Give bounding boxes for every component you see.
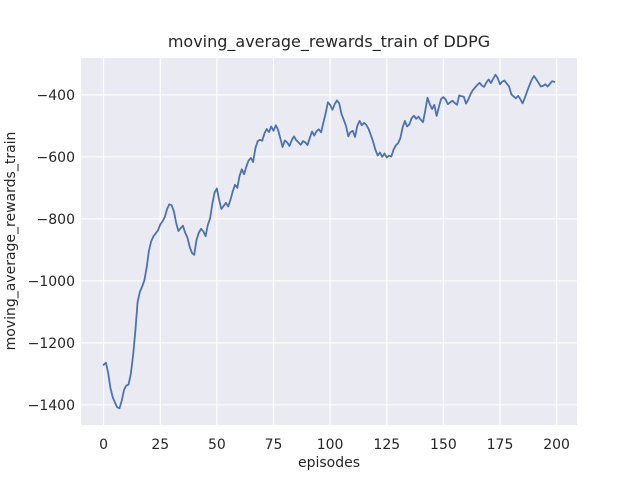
x-tick-label: 125 bbox=[373, 437, 400, 453]
y-tick-label: −600 bbox=[37, 150, 75, 166]
y-tick-label: −1200 bbox=[28, 336, 75, 352]
y-tick-label: −1000 bbox=[28, 274, 75, 290]
y-tick-label: −800 bbox=[37, 212, 75, 228]
x-tick-label: 175 bbox=[487, 437, 514, 453]
y-tick-label: −400 bbox=[37, 88, 75, 104]
x-gridlines bbox=[103, 58, 558, 425]
x-tick-label: 25 bbox=[151, 437, 169, 453]
x-tick-label: 50 bbox=[208, 437, 226, 453]
x-tick-labels: 0 25 50 75 100 125 150 175 200 bbox=[99, 437, 570, 453]
y-tick-label: −1400 bbox=[28, 398, 75, 414]
x-tick-label: 100 bbox=[317, 437, 344, 453]
x-tick-label: 150 bbox=[430, 437, 457, 453]
x-tick-label: 0 bbox=[99, 437, 108, 453]
x-tick-label: 200 bbox=[543, 437, 570, 453]
y-axis-label: moving_average_rewards_train bbox=[3, 132, 19, 351]
series-line-ddpg bbox=[102, 73, 556, 410]
chart-title: moving_average_rewards_train of DDPG bbox=[168, 32, 490, 52]
plot-area bbox=[81, 58, 577, 425]
y-tick-labels: −400 −600 −800 −1000 −1200 −1400 bbox=[28, 88, 75, 414]
x-axis-label: episodes bbox=[298, 455, 360, 471]
x-tick-label: 75 bbox=[265, 437, 283, 453]
